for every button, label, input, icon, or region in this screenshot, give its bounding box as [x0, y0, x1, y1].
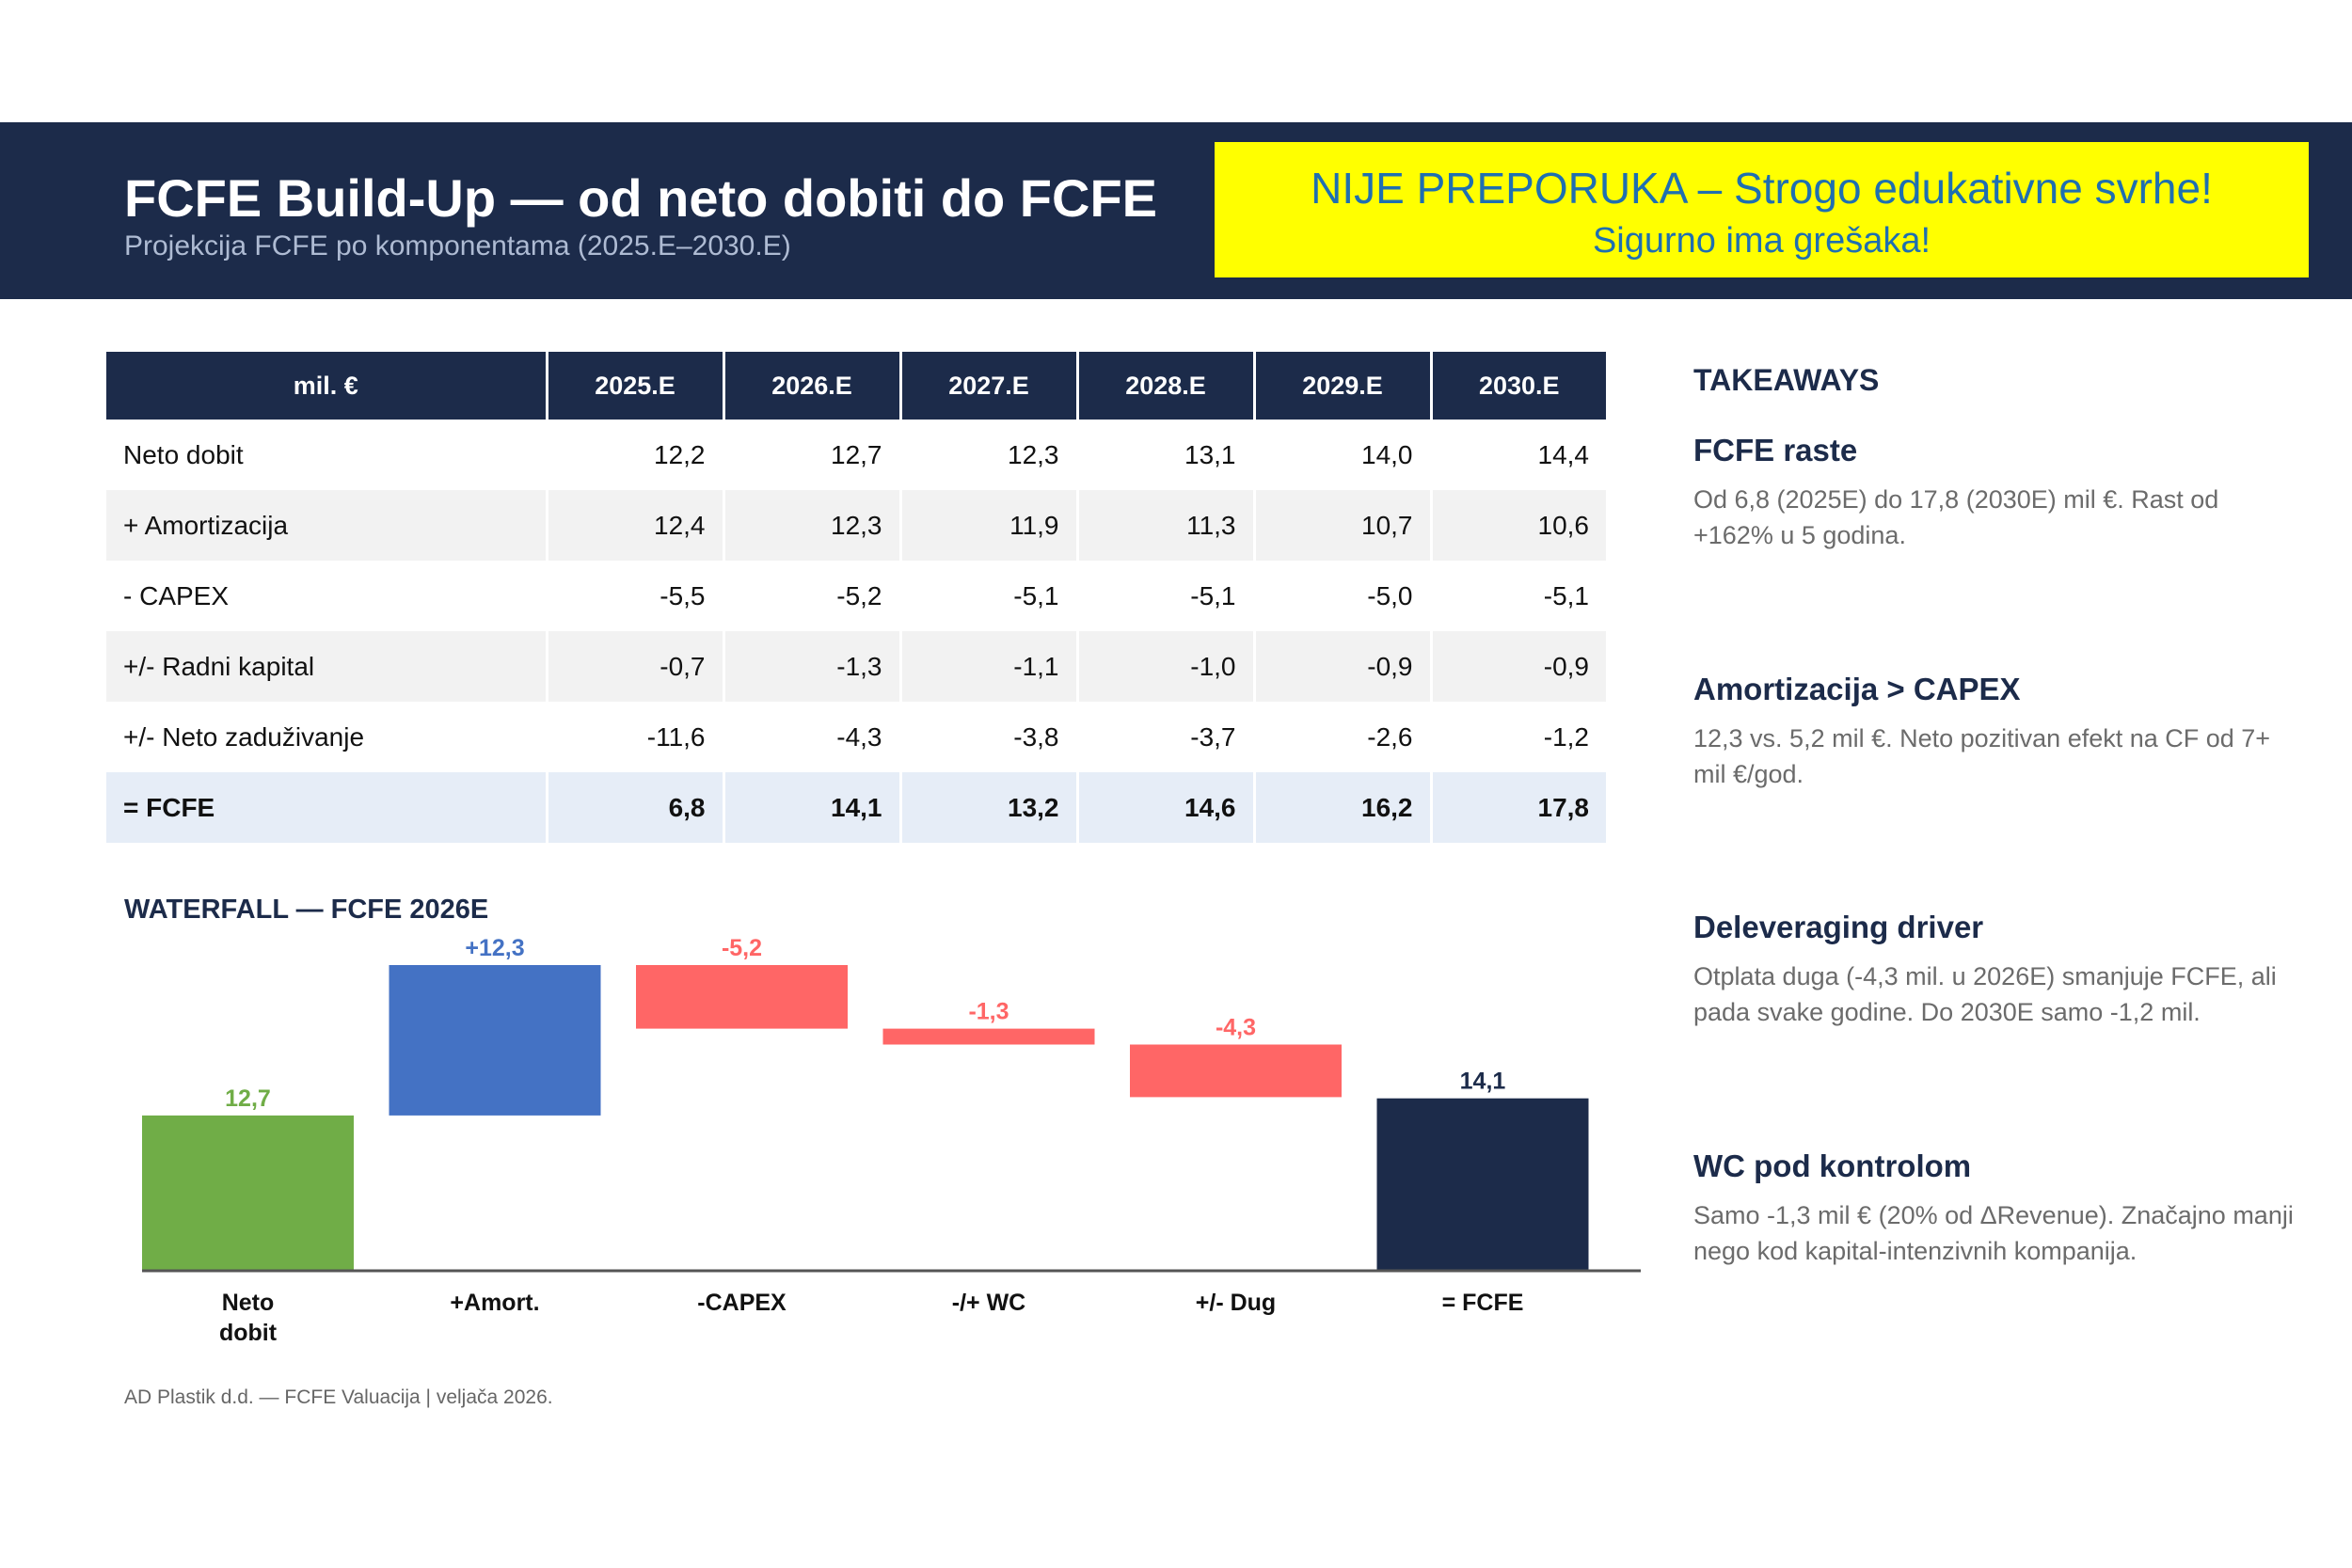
- table-cell: 11,9: [898, 490, 1077, 561]
- table-cell: -1,3: [722, 631, 900, 702]
- waterfall-category-label: +Amort.: [450, 1290, 539, 1316]
- table-cell: -2,6: [1252, 702, 1431, 772]
- table-row-neto-dobit: Neto dobit 12,2 12,7 12,3 13,1 14,0 14,4: [106, 420, 1606, 490]
- row-label: Neto dobit: [123, 439, 244, 469]
- waterfall-data-label: +12,3: [465, 935, 524, 961]
- table-cell: -0,9: [1429, 631, 1606, 702]
- table-cell: 12,7: [722, 420, 900, 490]
- table-header-row: mil. € 2025.E 2026.E 2027.E 2028.E 2029.…: [106, 352, 1606, 420]
- waterfall-category-label: -/+ WC: [952, 1290, 1025, 1316]
- waterfall-data-label: -5,2: [722, 935, 762, 961]
- table-cell: 12,3: [898, 420, 1077, 490]
- row-label: = FCFE: [106, 772, 547, 843]
- column-header-2029: 2029.E: [1252, 352, 1431, 420]
- table-cell: -1,1: [898, 631, 1077, 702]
- column-header-unit: mil. €: [106, 352, 547, 420]
- takeaway-title: Deleveraging driver: [1693, 910, 1984, 944]
- table-cell: 10,7: [1252, 490, 1431, 561]
- table-cell: -0,7: [545, 631, 723, 702]
- waterfall-bar: [636, 965, 848, 1029]
- table-cell: 13,1: [1075, 420, 1254, 490]
- waterfall-data-label: 12,7: [225, 1085, 271, 1112]
- disclaimer-line-1: NIJE PREPORUKA – Strogo edukativne svrhe…: [1311, 164, 2213, 213]
- table-cell: -0,9: [1252, 631, 1431, 702]
- table-cell: -5,5: [545, 561, 723, 631]
- table-row-capex: - CAPEX -5,5 -5,2 -5,1 -5,1 -5,0 -5,1: [106, 561, 1606, 631]
- table-cell: -1,2: [1429, 702, 1606, 772]
- waterfall-bar: [1130, 1044, 1342, 1098]
- table-cell: 14,6: [1075, 772, 1254, 843]
- row-label: +/- Radni kapital: [106, 631, 547, 702]
- takeaway-body: 12,3 vs. 5,2 mil €. Neto pozitivan efekt…: [1693, 724, 2271, 788]
- fcfe-table: mil. € 2025.E 2026.E 2027.E 2028.E 2029.…: [106, 352, 1606, 843]
- takeaways-heading: TAKEAWAYS: [1693, 363, 1880, 397]
- table-cell: 13,2: [898, 772, 1077, 843]
- takeaway-deleveraging: Deleveraging driver Otplata duga (-4,3 m…: [1693, 910, 2296, 1030]
- waterfall-data-label: -4,3: [1216, 1015, 1256, 1041]
- takeaway-body: Samo -1,3 mil € (20% od ΔRevenue). Znača…: [1693, 1201, 2294, 1265]
- table-cell: -3,7: [1075, 702, 1254, 772]
- waterfall-data-label: 14,1: [1460, 1069, 1506, 1095]
- column-header-2027: 2027.E: [898, 352, 1077, 420]
- table-cell: 14,4: [1429, 420, 1606, 490]
- waterfall-data-label: -1,3: [968, 999, 1009, 1025]
- waterfall-category-label: Neto dobit: [219, 1290, 278, 1346]
- takeaway-title: Amortizacija > CAPEX: [1693, 672, 2021, 706]
- table-cell: -11,6: [545, 702, 723, 772]
- page-title: FCFE Build-Up — od neto dobiti do FCFE: [124, 168, 1158, 228]
- takeaway-body: Otplata duga (-4,3 mil. u 2026E) smanjuj…: [1693, 962, 2277, 1026]
- table-cell: 12,3: [722, 490, 900, 561]
- waterfall-bar: [1376, 1098, 1589, 1271]
- table-cell: -4,3: [722, 702, 900, 772]
- table-row-fcfe-total: = FCFE 6,8 14,1 13,2 14,6 16,2 17,8: [106, 772, 1606, 843]
- column-header-2026: 2026.E: [722, 352, 900, 420]
- table-row-radni-kapital: +/- Radni kapital -0,7 -1,3 -1,1 -1,0 -0…: [106, 631, 1606, 702]
- row-label: +/- Neto zaduživanje: [123, 721, 365, 752]
- table-cell: 12,2: [545, 420, 723, 490]
- table-row-neto-zaduzivanje: +/- Neto zaduživanje -11,6 -4,3 -3,8 -3,…: [106, 702, 1606, 772]
- waterfall-category-label: = FCFE: [1442, 1290, 1524, 1316]
- table-row-amortizacija: + Amortizacija 12,4 12,3 11,9 11,3 10,7 …: [106, 490, 1606, 561]
- table-cell: 17,8: [1429, 772, 1606, 843]
- waterfall-bar: [142, 1115, 354, 1271]
- column-header-2028: 2028.E: [1075, 352, 1254, 420]
- row-label: - CAPEX: [123, 580, 230, 610]
- disclaimer-line-2: Sigurno ima grešaka!: [1592, 221, 1931, 261]
- table-cell: -5,0: [1252, 561, 1431, 631]
- waterfall-category-label: +/- Dug: [1196, 1290, 1276, 1316]
- table-cell: 11,3: [1075, 490, 1254, 561]
- footer-text: AD Plastik d.d. — FCFE Valuacija | velja…: [124, 1386, 553, 1408]
- takeaway-title: WC pod kontrolom: [1693, 1148, 1972, 1183]
- takeaway-wc: WC pod kontrolom Samo -1,3 mil € (20% od…: [1693, 1148, 2296, 1269]
- table-cell: -3,8: [898, 702, 1077, 772]
- row-label: + Amortizacija: [106, 490, 547, 561]
- page-subtitle: Projekcija FCFE po komponentama (2025.E–…: [124, 230, 791, 261]
- waterfall-category-label: -CAPEX: [697, 1290, 787, 1316]
- table-cell: 14,0: [1252, 420, 1431, 490]
- table-cell: 10,6: [1429, 490, 1606, 561]
- table-cell: 6,8: [545, 772, 723, 843]
- table-cell: -1,0: [1075, 631, 1254, 702]
- table-cell: -5,1: [1075, 561, 1254, 631]
- table-cell: 12,4: [545, 490, 723, 561]
- takeaway-amortizacija: Amortizacija > CAPEX 12,3 vs. 5,2 mil €.…: [1693, 672, 2296, 792]
- table-cell: 14,1: [722, 772, 900, 843]
- table-cell: -5,1: [898, 561, 1077, 631]
- waterfall-title: WATERFALL — FCFE 2026E: [124, 895, 489, 925]
- table-cell: 16,2: [1252, 772, 1431, 843]
- table-cell: -5,2: [722, 561, 900, 631]
- column-header-2030: 2030.E: [1429, 352, 1606, 420]
- column-header-2025: 2025.E: [545, 352, 723, 420]
- disclaimer-box: NIJE PREPORUKA – Strogo edukativne svrhe…: [1215, 142, 2309, 277]
- takeaway-body: Od 6,8 (2025E) do 17,8 (2030E) mil €. Ra…: [1693, 485, 2219, 549]
- takeaway-fcfe-raste: FCFE raste Od 6,8 (2025E) do 17,8 (2030E…: [1693, 433, 2296, 553]
- waterfall-bar: [389, 965, 601, 1116]
- waterfall-bar: [882, 1028, 1095, 1045]
- takeaway-title: FCFE raste: [1693, 433, 1858, 467]
- table-cell: -5,1: [1429, 561, 1606, 631]
